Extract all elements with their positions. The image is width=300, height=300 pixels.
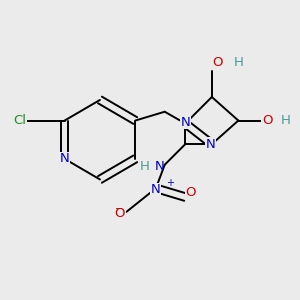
Text: N: N (181, 116, 190, 128)
Text: H: H (281, 114, 291, 127)
Text: Cl: Cl (13, 114, 26, 127)
Text: −: − (116, 205, 124, 214)
Text: N: N (154, 160, 164, 173)
Text: N: N (206, 138, 215, 151)
Text: H: H (140, 160, 150, 173)
Text: +: + (166, 178, 174, 188)
Text: O: O (185, 186, 196, 199)
Text: H: H (234, 56, 244, 69)
Text: O: O (115, 207, 125, 220)
Text: N: N (151, 183, 161, 196)
Text: O: O (212, 56, 222, 69)
Text: N: N (60, 152, 70, 165)
Text: O: O (262, 114, 272, 127)
